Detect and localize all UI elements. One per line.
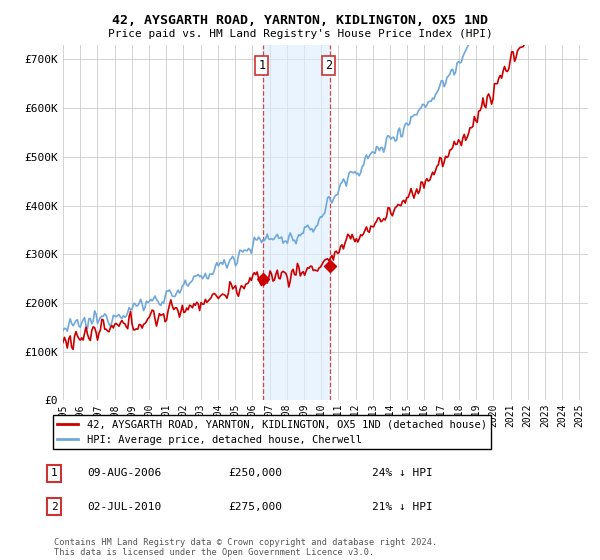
Text: 24% ↓ HPI: 24% ↓ HPI	[372, 468, 433, 478]
Text: 2: 2	[325, 59, 332, 72]
Text: Contains HM Land Registry data © Crown copyright and database right 2024.
This d: Contains HM Land Registry data © Crown c…	[54, 538, 437, 557]
Text: 2: 2	[50, 502, 58, 512]
Text: 21% ↓ HPI: 21% ↓ HPI	[372, 502, 433, 512]
Text: 42, AYSGARTH ROAD, YARNTON, KIDLINGTON, OX5 1ND: 42, AYSGARTH ROAD, YARNTON, KIDLINGTON, …	[112, 14, 488, 27]
Bar	[263, 45, 330, 400]
Legend: 42, AYSGARTH ROAD, YARNTON, KIDLINGTON, OX5 1ND (detached house), HPI: Average p: 42, AYSGARTH ROAD, YARNTON, KIDLINGTON, …	[53, 415, 491, 449]
Text: £250,000: £250,000	[228, 468, 282, 478]
Text: 09-AUG-2006: 09-AUG-2006	[87, 468, 161, 478]
Text: Price paid vs. HM Land Registry's House Price Index (HPI): Price paid vs. HM Land Registry's House …	[107, 29, 493, 39]
Text: £275,000: £275,000	[228, 502, 282, 512]
Text: 02-JUL-2010: 02-JUL-2010	[87, 502, 161, 512]
Text: 1: 1	[258, 59, 265, 72]
Text: 1: 1	[50, 468, 58, 478]
